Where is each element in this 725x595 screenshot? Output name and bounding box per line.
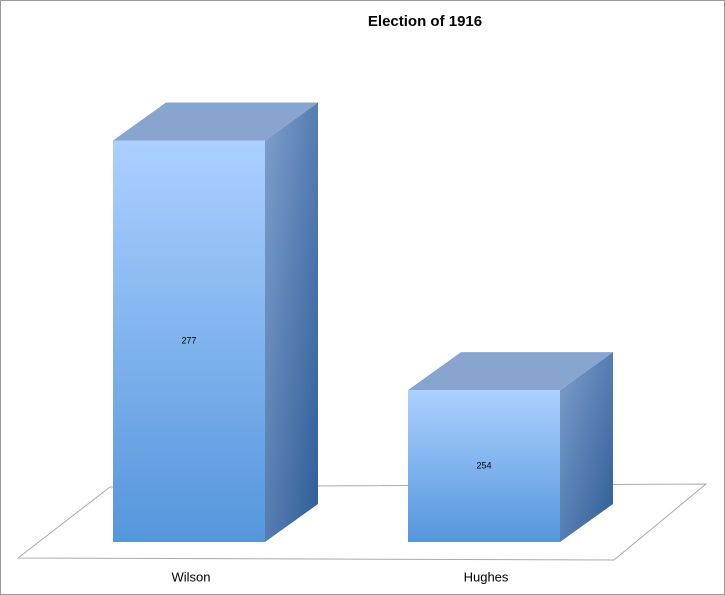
bar [113, 102, 318, 543]
x-tick-label: Wilson [171, 569, 210, 584]
bar-top [113, 102, 318, 141]
bar-top [408, 352, 613, 391]
value-label: 254 [476, 460, 491, 470]
bar-front [113, 140, 265, 543]
chart-title: Election of 1916 [368, 13, 482, 30]
x-tick-label: Hughes [464, 569, 509, 584]
value-label: 277 [181, 336, 196, 346]
bar [408, 352, 613, 542]
bar-front [408, 390, 560, 542]
bar-side [265, 102, 318, 543]
bar-side [560, 352, 613, 542]
